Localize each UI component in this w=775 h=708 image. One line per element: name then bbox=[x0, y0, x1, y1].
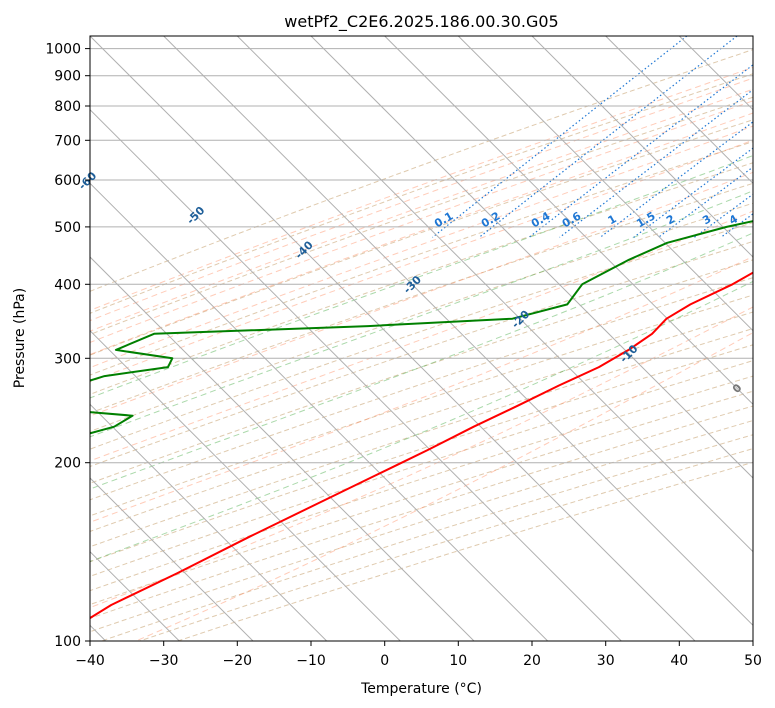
dry-adiabat bbox=[90, 119, 753, 356]
mixing-ratio-label: 1 bbox=[606, 212, 619, 227]
y-tick-label: 500 bbox=[54, 220, 81, 236]
moist-adiabat bbox=[90, 100, 753, 343]
dry-adiabat bbox=[90, 240, 753, 468]
y-tick-label: 1000 bbox=[45, 42, 81, 58]
dry-adiabat bbox=[90, 182, 753, 414]
x-tick-label: −20 bbox=[223, 653, 253, 669]
isotherm-line bbox=[90, 36, 696, 641]
dewpoint-line bbox=[90, 220, 753, 435]
isotherm-line bbox=[752, 36, 753, 37]
moist-adiabat bbox=[90, 125, 753, 369]
dry-adiabat bbox=[90, 222, 753, 450]
isotherm-line bbox=[236, 36, 753, 553]
series-group bbox=[90, 220, 753, 620]
dry-adiabat bbox=[90, 390, 753, 606]
x-axis-label: Temperature (°C) bbox=[360, 681, 482, 697]
x-axis: −40 −30 −20 −10 0 10 20 30 40 50 bbox=[75, 641, 762, 669]
moist-adiabat bbox=[90, 77, 753, 322]
isotherm-line bbox=[384, 36, 753, 406]
y-tick-label: 700 bbox=[54, 133, 81, 149]
isotherm-line bbox=[90, 182, 549, 641]
moist-adiabat bbox=[90, 155, 753, 399]
y-tick-label: 600 bbox=[54, 173, 81, 189]
x-tick-label: −40 bbox=[75, 653, 105, 669]
isotherm-line bbox=[457, 36, 753, 332]
mixing-ratio-line bbox=[720, 213, 753, 238]
y-axis-label: Pressure (hPa) bbox=[12, 288, 28, 388]
isotherm-line bbox=[90, 256, 475, 641]
mixing-ratio-line bbox=[528, 64, 753, 238]
isotherm-line bbox=[163, 36, 753, 627]
moist-adiabat bbox=[90, 66, 753, 311]
y-tick-label: 400 bbox=[54, 277, 81, 293]
moist-adiabat bbox=[90, 88, 753, 332]
dry-adiabat bbox=[90, 96, 753, 336]
isotherm-line bbox=[531, 36, 753, 258]
dry-adiabat bbox=[90, 294, 753, 517]
dry-adiabat bbox=[90, 73, 753, 314]
x-tick-label: 40 bbox=[670, 653, 688, 669]
mixing-ratio-line bbox=[478, 36, 738, 238]
y-tick-label: 200 bbox=[54, 456, 81, 472]
moist-adiabat bbox=[90, 232, 753, 490]
isotherm-line bbox=[90, 403, 328, 641]
moist-adiabat bbox=[135, 332, 753, 641]
x-tick-label: 50 bbox=[744, 653, 762, 669]
dry-adiabat bbox=[90, 259, 753, 484]
temperature-line bbox=[90, 271, 753, 620]
y-tick-label: 800 bbox=[54, 99, 81, 115]
dry-adiabat bbox=[90, 360, 753, 577]
isotherm-line bbox=[90, 477, 254, 641]
dry-adiabat bbox=[101, 434, 753, 641]
isotherm-line bbox=[90, 108, 622, 641]
dry-adiabat bbox=[90, 328, 753, 548]
x-tick-label: 10 bbox=[449, 653, 467, 669]
chart-title: wetPf2_C2E6.2025.186.00.30.G05 bbox=[284, 12, 558, 32]
mixing-ratio-line bbox=[760, 36, 775, 237]
x-tick-label: 20 bbox=[523, 653, 541, 669]
isotherm-line bbox=[605, 36, 753, 185]
isotherm-line bbox=[90, 329, 401, 641]
x-tick-label: −10 bbox=[296, 653, 326, 669]
y-tick-label: 100 bbox=[54, 634, 81, 650]
y-axis: 1000 900 800 700 600 500 400 300 200 100 bbox=[45, 42, 90, 650]
dry-adiabat bbox=[90, 375, 753, 592]
plot-frame bbox=[89, 35, 754, 642]
x-tick-label: −30 bbox=[149, 653, 179, 669]
dry-adiabat bbox=[90, 311, 753, 532]
y-tick-label: 300 bbox=[54, 351, 81, 367]
dry-adiabat bbox=[90, 141, 753, 376]
mixing-ratio-line bbox=[633, 147, 753, 238]
gridlines bbox=[90, 36, 753, 641]
dry-adiabat bbox=[90, 344, 753, 563]
y-tick-label: 900 bbox=[54, 69, 81, 85]
dry-adiabat bbox=[90, 162, 753, 395]
dry-adiabat bbox=[90, 277, 753, 501]
moist-adiabat bbox=[90, 280, 753, 563]
moist-adiabat bbox=[90, 256, 753, 523]
moist-adiabat bbox=[90, 210, 753, 462]
moist-adiabat bbox=[90, 139, 753, 383]
dry-adiabat bbox=[90, 49, 753, 292]
mixing-ratio-line bbox=[658, 166, 753, 238]
x-tick-label: 0 bbox=[380, 653, 389, 669]
isotherm-line bbox=[678, 36, 753, 111]
moist-adiabat bbox=[90, 190, 753, 438]
background-lines bbox=[90, 36, 775, 641]
dry-adiabat bbox=[177, 461, 753, 641]
dry-adiabat bbox=[90, 202, 753, 432]
isotherm-line bbox=[310, 36, 753, 479]
moist-adiabat bbox=[90, 306, 753, 609]
x-tick-label: 30 bbox=[597, 653, 615, 669]
mixing-ratio-line bbox=[559, 88, 753, 238]
